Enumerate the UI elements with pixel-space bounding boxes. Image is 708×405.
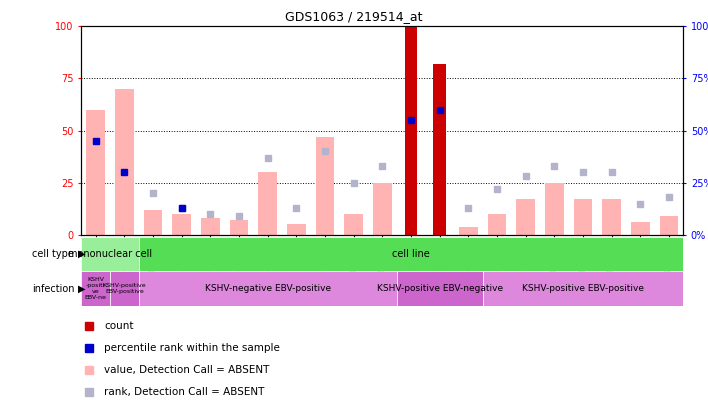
Text: GDS1063 / 219514_at: GDS1063 / 219514_at (285, 10, 423, 23)
Text: KSHV-positive
EBV-positive: KSHV-positive EBV-positive (103, 283, 147, 294)
Bar (545, 183, 564, 235)
Bar (488, 214, 506, 235)
Bar (229, 220, 249, 235)
Bar (373, 183, 392, 235)
Text: KSHV-negative EBV-positive: KSHV-negative EBV-positive (205, 284, 331, 293)
Bar (110, 271, 139, 306)
Bar (201, 218, 219, 235)
Text: KSHV-positive EBV-positive: KSHV-positive EBV-positive (522, 284, 644, 293)
Text: KSHV
-positi
ve
EBV-ne: KSHV -positi ve EBV-ne (85, 277, 107, 300)
Bar (660, 216, 678, 235)
Text: percentile rank within the sample: percentile rank within the sample (104, 343, 280, 353)
Bar (483, 271, 683, 306)
Bar (344, 214, 363, 235)
Text: cell line: cell line (392, 249, 430, 259)
Text: cell type: cell type (33, 249, 74, 259)
Bar (86, 110, 105, 235)
Bar (459, 226, 478, 235)
Text: value, Detection Call = ABSENT: value, Detection Call = ABSENT (104, 364, 270, 375)
Text: mononuclear cell: mononuclear cell (68, 249, 152, 259)
Bar (81, 237, 139, 271)
Bar (139, 271, 396, 306)
Bar (603, 199, 621, 235)
Text: ▶: ▶ (78, 284, 86, 294)
Bar (516, 199, 535, 235)
Bar (173, 214, 191, 235)
Text: count: count (104, 321, 134, 331)
Bar (396, 271, 483, 306)
Text: rank, Detection Call = ABSENT: rank, Detection Call = ABSENT (104, 387, 265, 397)
Bar (316, 137, 334, 235)
Bar (258, 173, 277, 235)
Bar (287, 224, 306, 235)
Bar (404, 26, 418, 235)
Text: ▶: ▶ (78, 249, 86, 259)
Bar (115, 89, 134, 235)
Bar (81, 271, 110, 306)
Bar (573, 199, 592, 235)
Text: KSHV-positive EBV-negative: KSHV-positive EBV-negative (377, 284, 503, 293)
Text: infection: infection (32, 284, 74, 294)
Bar (433, 64, 446, 235)
Bar (631, 222, 649, 235)
Bar (144, 210, 162, 235)
